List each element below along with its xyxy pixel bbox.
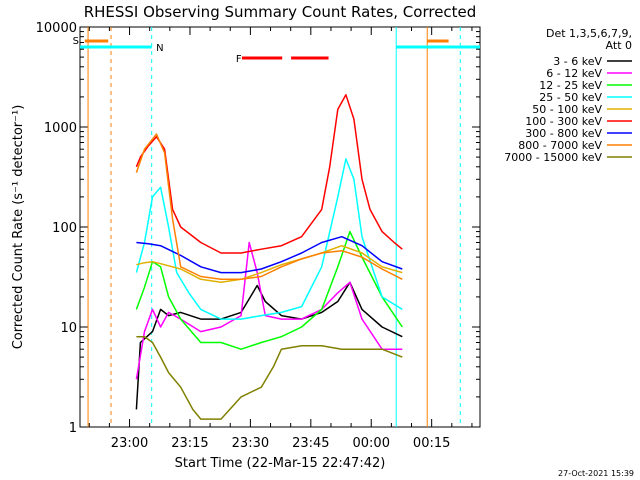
x-tick-label: 23:45 <box>292 436 329 451</box>
plot-area <box>79 26 481 428</box>
legend-header: Att 0 <box>606 39 632 52</box>
legend-entry-label: 7000 - 15000 keV <box>504 151 602 164</box>
legend-entry-label: 50 - 100 keV <box>532 103 602 116</box>
series-6-12-kev <box>135 241 403 380</box>
legend-entry-label: 800 - 7000 keV <box>518 139 602 152</box>
y-tick-label: 10 <box>60 321 77 336</box>
legend-entry-label: 12 - 25 keV <box>539 79 602 92</box>
flare-flag-label: F <box>236 54 242 65</box>
y-axis-label: Corrected Count Rate (s⁻¹ detector⁻¹) <box>11 105 26 350</box>
x-tick-label: 23:15 <box>171 436 208 451</box>
series-300-800-kev <box>136 235 403 274</box>
series-50-100-kev <box>136 244 403 284</box>
series-100-300-kev <box>135 94 403 254</box>
x-tick-label: 23:00 <box>111 436 148 451</box>
legend-entry-label: 100 - 300 keV <box>525 115 602 128</box>
legend-entry-label: 300 - 800 keV <box>525 127 602 140</box>
series-25-50-kev <box>135 158 403 320</box>
x-tick-label: 00:00 <box>353 436 390 451</box>
night-flag-label: N <box>156 43 163 54</box>
legend-header: Det 1,3,5,6,7,9, <box>546 27 632 40</box>
chart-title: RHESSI Observing Summary Count Rates, Co… <box>84 3 477 21</box>
x-tick-label: 00:15 <box>413 436 450 451</box>
series-12-25-kev <box>135 230 403 350</box>
data-series <box>135 94 403 420</box>
legend-entry-label: 25 - 50 keV <box>539 91 602 104</box>
x-tick-label: 23:30 <box>232 436 269 451</box>
legend-entry-label: 3 - 6 keV <box>553 55 602 68</box>
y-tick-label: 1000 <box>44 121 77 136</box>
plot-frame <box>79 26 481 428</box>
footer-timestamp: 27-Oct-2021 15:39 <box>558 469 634 478</box>
x-axis-label: Start Time (22-Mar-15 22:47:42) <box>175 456 386 471</box>
series-7000-15000-kev <box>136 335 403 420</box>
y-tick-label: 1 <box>69 421 77 436</box>
status-flags: S N F <box>73 36 480 65</box>
y-tick-label: 100 <box>52 221 77 236</box>
saa-flag-label: S <box>73 36 79 47</box>
time-marker-lines <box>87 27 461 427</box>
legend-entry-label: 6 - 12 keV <box>546 67 602 80</box>
y-tick-label: 10000 <box>36 21 77 36</box>
series-3-6-kev <box>135 281 403 410</box>
series-800-7000-kev <box>135 133 403 281</box>
x-axis-ticks: 23:00 23:15 23:30 23:45 00:00 00:15 <box>88 27 473 451</box>
y-axis-ticks: 1 10 100 1000 10000 <box>36 21 480 436</box>
